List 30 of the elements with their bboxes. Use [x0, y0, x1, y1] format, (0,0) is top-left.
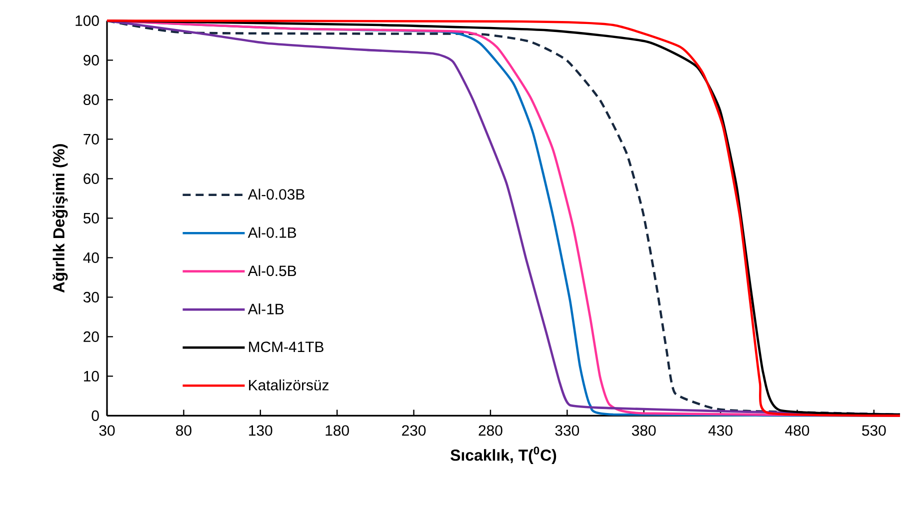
y-axis-title: Ağırlık Değişimi (%): [52, 144, 68, 293]
legend-label: MCM-41TB: [249, 342, 324, 352]
legend-label: Al-0.5B: [248, 265, 296, 276]
x-tick-label: 130: [249, 425, 272, 436]
y-tick-label: 50: [83, 212, 99, 224]
legend-label: Al-1B: [248, 303, 284, 314]
x-tick-label: 430: [708, 425, 732, 436]
x-tick-label: 80: [176, 425, 192, 436]
legend-label: Al-0.1B: [248, 226, 296, 238]
y-tick-label: 10: [84, 370, 99, 382]
legend-label: Al-0.03B: [248, 188, 304, 200]
y-tick-label: 70: [84, 134, 99, 144]
y-tick-label: 100: [76, 15, 99, 26]
x-tick-label: 230: [402, 425, 426, 436]
x-tick-label: 180: [326, 425, 349, 436]
y-tick-label: 40: [83, 252, 99, 263]
x-tick-label: 280: [478, 425, 502, 436]
x-axis-title: Sıcaklık, T($^{0}$C): [450, 446, 556, 464]
x-tick-label: 380: [632, 425, 656, 436]
y-tick-label: 80: [84, 94, 99, 105]
y-tick-label: 30: [83, 292, 99, 302]
x-tick-label: 330: [555, 425, 580, 436]
y-tick-label: 20: [84, 331, 99, 342]
y-tick-label: 0: [92, 410, 99, 421]
x-tick-label: 480: [785, 425, 810, 436]
x-tick-label: 30: [99, 425, 115, 436]
x-tick-label: 530: [862, 425, 886, 436]
legend-label: Katalizörsüz: [249, 379, 328, 390]
y-tick-label: 60: [84, 173, 99, 184]
y-tick-label: 90: [84, 54, 99, 66]
